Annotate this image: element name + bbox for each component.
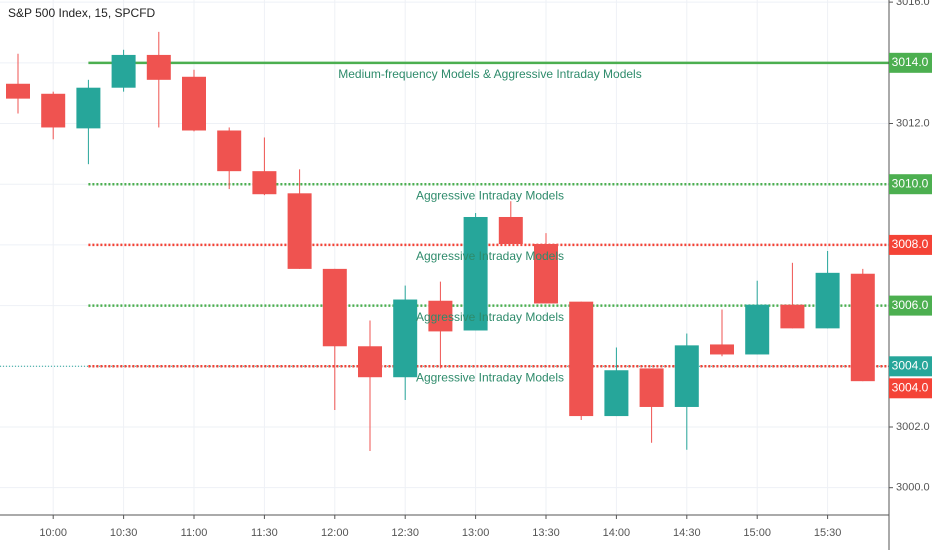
x-tick-label: 15:30 (814, 527, 842, 539)
candle-body (604, 370, 629, 417)
candle-body (710, 344, 734, 355)
level-text: Aggressive Intraday Models (416, 310, 564, 324)
x-tick-label: 10:00 (39, 527, 67, 539)
price-label-box (889, 378, 932, 399)
x-tick-label: 12:30 (391, 527, 419, 539)
level-text: Aggressive Intraday Models (416, 188, 564, 202)
x-tick-label: 11:00 (181, 527, 208, 539)
y-tick-label: 3002.0 (896, 421, 930, 433)
price-label: 3006.0 (892, 298, 929, 312)
candle-body (463, 216, 488, 331)
price-label: 3004.0 (892, 380, 929, 394)
level-text: Aggressive Intraday Models (416, 370, 564, 384)
candle-body (639, 368, 664, 407)
price-label-box (889, 52, 932, 73)
candle-body (815, 272, 840, 329)
y-tick-label: 3012.0 (896, 117, 930, 129)
y-tick-label: 3000.0 (896, 482, 930, 494)
candle-body (146, 54, 171, 80)
candle-body (674, 345, 699, 407)
price-label-box (889, 295, 932, 316)
chart-title: S&P 500 Index, 15, SPCFD (8, 6, 156, 20)
candle-body (76, 87, 101, 129)
level-text: Aggressive Intraday Models (416, 249, 564, 263)
candle-body (6, 83, 30, 99)
candle-body (111, 54, 136, 88)
x-tick-label: 12:00 (321, 527, 349, 539)
price-label-box (889, 356, 932, 377)
candle-body (428, 300, 453, 332)
candle-body (850, 273, 875, 382)
x-tick-label: 15:00 (743, 527, 771, 539)
level-text: Medium-frequency Models & Aggressive Int… (338, 67, 641, 81)
price-label-box (889, 174, 932, 195)
candle-body (217, 130, 242, 172)
candle-body (393, 299, 418, 378)
candle-body (287, 193, 312, 269)
price-label-box (889, 234, 932, 255)
candle-body (252, 171, 277, 195)
price-label: 3008.0 (892, 237, 929, 251)
x-tick-label: 13:00 (462, 527, 490, 539)
candle-body (182, 76, 206, 131)
candle-body (358, 346, 382, 378)
candle-body (534, 243, 558, 304)
candle-body (322, 268, 347, 347)
x-tick-label: 14:00 (603, 527, 631, 539)
candle-body (780, 304, 805, 329)
candle-body (498, 216, 523, 244)
price-label: 3004.0 (892, 358, 929, 372)
candle-body (569, 301, 594, 417)
x-tick-label: 14:30 (673, 527, 701, 539)
x-tick-label: 10:30 (110, 527, 138, 539)
price-label: 3014.0 (892, 55, 929, 69)
y-tick-label: 3016.0 (896, 0, 930, 8)
candle-body (41, 93, 66, 128)
x-tick-label: 11:30 (251, 527, 278, 539)
x-tick-label: 13:30 (532, 527, 560, 539)
price-label: 3010.0 (892, 176, 929, 190)
candle-body (745, 304, 770, 355)
